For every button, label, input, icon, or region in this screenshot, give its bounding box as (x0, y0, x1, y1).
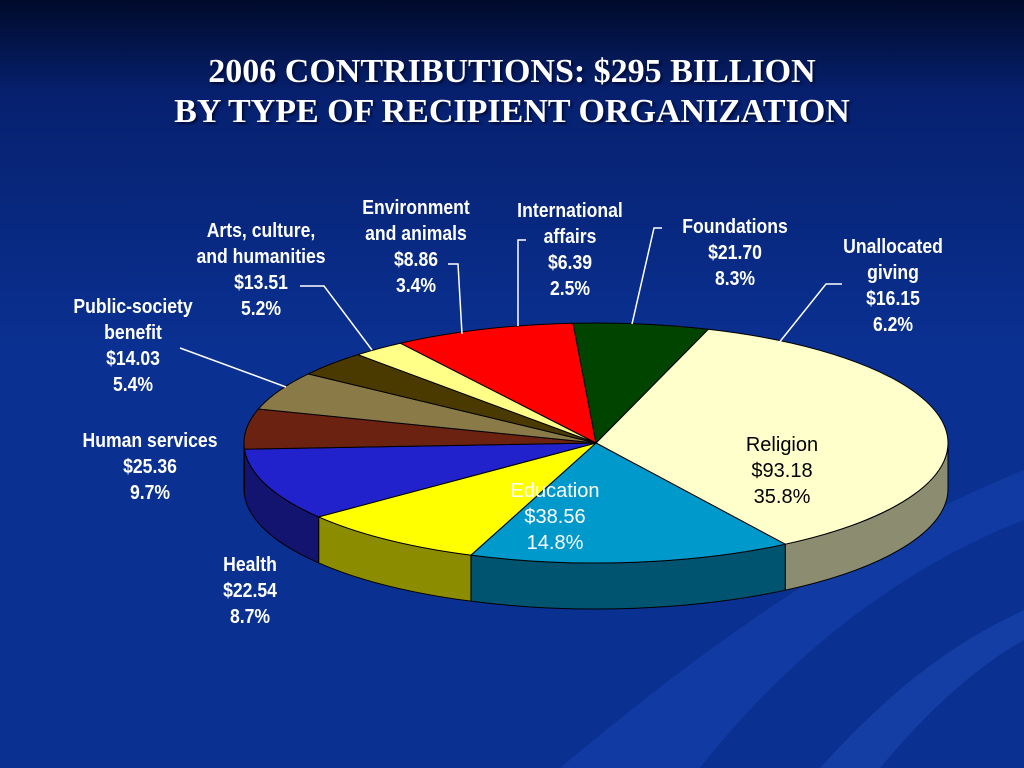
label-health-percent: 8.7% (229, 606, 271, 628)
label-unallocated-name1: Unallocated (843, 236, 943, 258)
label-international-value: $6.39 (547, 252, 593, 274)
label-arts-value: $13.51 (234, 272, 288, 294)
label-international-percent: 2.5% (549, 278, 591, 300)
label-human-services-name: Human services (82, 430, 218, 452)
label-education-percent: 14.8% (526, 532, 584, 554)
label-education-value: $38.56 (524, 506, 586, 528)
label-education-name: Education (510, 480, 600, 502)
leader-international (517, 239, 526, 326)
label-religion-value: $93.18 (751, 460, 813, 482)
pie-slice-foundations (398, 322, 597, 444)
label-religion-name: Religion (745, 434, 819, 456)
label-public-society-name2: benefit (104, 322, 162, 344)
label-health-name: Health (223, 554, 277, 576)
label-international-name2: affairs (543, 226, 597, 248)
label-arts-percent: 5.2% (240, 298, 282, 320)
label-human-services-value: $25.36 (123, 456, 177, 478)
label-public-society: Public-society benefit $14.03 5.4% (54, 294, 212, 398)
leader-foundations (631, 227, 662, 325)
title-line-1: 2006 CONTRIBUTIONS: $295 BILLION (208, 53, 816, 90)
leader-arts (300, 285, 373, 351)
leader-lines (179, 227, 842, 388)
label-health-value: $22.54 (223, 580, 277, 602)
label-environment-percent: 3.4% (395, 275, 437, 297)
label-religion: Religion $93.18 35.8% (722, 432, 842, 510)
label-health: Health $22.54 8.7% (197, 552, 303, 630)
label-human-services: Human services $25.36 9.7% (66, 428, 233, 506)
label-unallocated-percent: 6.2% (872, 314, 914, 336)
label-religion-percent: 35.8% (753, 486, 811, 508)
label-public-society-name1: Public-society (73, 296, 193, 318)
label-foundations-name: Foundations (682, 216, 788, 238)
label-education: Education $38.56 14.8% (492, 478, 618, 556)
label-unallocated-value: $16.15 (866, 288, 920, 310)
label-international-name1: International (517, 200, 623, 222)
label-foundations-percent: 8.3% (714, 268, 756, 290)
pie-slice-health (317, 442, 597, 556)
label-public-society-percent: 5.4% (112, 374, 154, 396)
pie-slice-religion (595, 328, 949, 545)
leader-public-society (179, 347, 287, 388)
pie-tops (243, 322, 949, 564)
label-foundations: Foundations $21.70 8.3% (669, 214, 801, 292)
title-line-2: BY TYPE OF RECIPIENT ORGANIZATION (174, 93, 850, 130)
pie-slice-unallocated-giving (572, 322, 710, 445)
label-human-services-percent: 9.7% (129, 482, 171, 504)
label-foundations-value: $21.70 (708, 242, 762, 264)
label-environment-value: $8.86 (393, 249, 439, 271)
label-arts: Arts, culture, and humanities $13.51 5.2… (177, 218, 344, 322)
label-environment: Environment and animals $8.86 3.4% (346, 195, 487, 299)
pie-slice-human-services (243, 442, 597, 518)
label-public-society-value: $14.03 (106, 348, 160, 370)
label-arts-name2: and humanities (196, 246, 326, 268)
pie-sides (243, 442, 949, 610)
label-arts-name1: Arts, culture, (206, 220, 316, 242)
label-environment-name1: Environment (362, 197, 470, 219)
label-unallocated-name2: giving (867, 262, 919, 284)
label-international: International affairs $6.39 2.5% (500, 198, 641, 302)
pie-slice-education (469, 442, 787, 564)
leader-environment (448, 263, 463, 335)
chart-title: 2006 CONTRIBUTIONS: $295 BILLION BY TYPE… (0, 52, 1024, 132)
label-unallocated: Unallocated giving $16.15 6.2% (827, 234, 959, 338)
label-environment-name2: and animals (365, 223, 467, 245)
leader-unallocated (777, 283, 842, 345)
